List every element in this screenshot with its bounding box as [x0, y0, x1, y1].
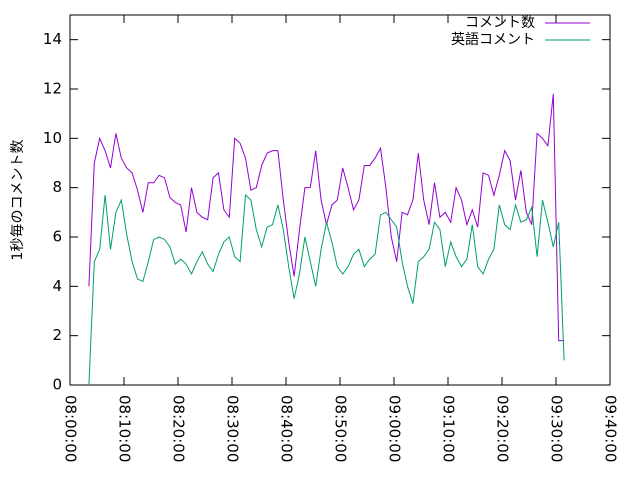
series-line: [88, 93, 565, 342]
x-tick-label: 08:00:00: [62, 395, 80, 462]
y-tick-label: 14: [43, 30, 62, 48]
y-tick-label: 4: [52, 277, 62, 295]
y-tick-label: 0: [52, 376, 62, 394]
y-tick-label: 8: [52, 178, 62, 196]
x-tick-label: 08:30:00: [224, 395, 242, 462]
x-tick-label: 08:10:00: [116, 395, 134, 462]
y-tick-label: 12: [43, 80, 62, 98]
x-tick-label: 09:20:00: [494, 395, 512, 462]
y-tick-label: 6: [52, 228, 62, 246]
x-tick-label: 09:40:00: [602, 395, 620, 462]
y-tick-label: 2: [52, 326, 62, 344]
x-tick-label: 08:50:00: [332, 395, 350, 462]
legend-label: 英語コメント: [451, 31, 535, 48]
x-tick-label: 09:10:00: [440, 395, 458, 462]
x-tick-label: 09:00:00: [386, 395, 404, 462]
x-tick-label: 08:20:00: [170, 395, 188, 462]
legend-label: コメント数: [465, 15, 535, 31]
series-line: [88, 194, 565, 386]
plot-border: [69, 14, 611, 386]
y-axis-label: 1秒毎のコメント数: [10, 140, 26, 261]
y-tick-label: 10: [43, 129, 62, 147]
x-tick-label: 09:30:00: [548, 395, 566, 462]
x-tick-label: 08:40:00: [278, 395, 296, 462]
